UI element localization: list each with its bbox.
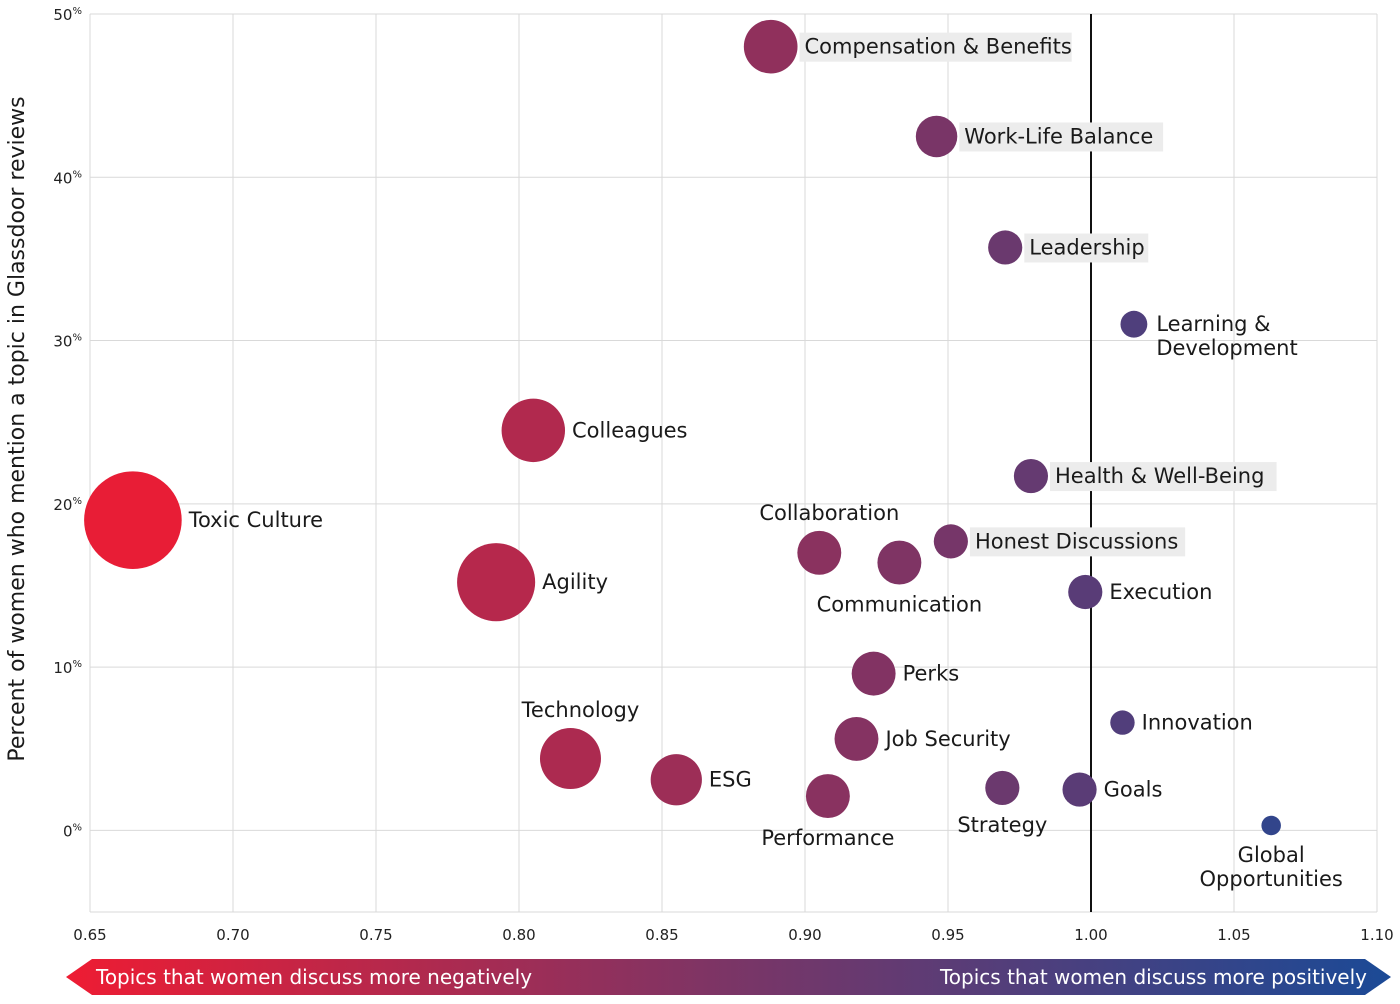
bubble-toxic-culture: [84, 471, 182, 569]
bubble-innovation: [1110, 710, 1134, 734]
bubble-performance: [806, 774, 850, 818]
bubble-label: Strategy: [957, 813, 1047, 837]
bubble-technology: [540, 728, 601, 789]
bubble-global-opportunities: [1261, 816, 1281, 836]
x-tick-label: 0.65: [73, 926, 106, 944]
bubble-label-text: Agility: [542, 570, 608, 594]
bubble-communication: [877, 541, 921, 585]
y-tick-label: 0%: [63, 822, 82, 840]
bubble-label-text: Technology: [521, 698, 640, 722]
bubble-label: Collaboration: [759, 501, 899, 525]
arrow-left-label: Topics that women discuss more negativel…: [95, 965, 532, 989]
bubble-health-well-being: [1014, 459, 1048, 493]
bubble-label: Honest Discussions: [970, 527, 1185, 556]
bubble-label-text: Innovation: [1142, 711, 1253, 735]
bubble-label: Health & Well-Being: [1050, 462, 1277, 491]
bubble-label: Perks: [903, 662, 960, 686]
bubble-label: Performance: [761, 826, 894, 850]
bubble-label-text: Compensation & Benefits: [805, 35, 1072, 59]
bubble-goals: [1062, 772, 1096, 806]
bubble-label-text: Global Opportunities: [1200, 843, 1343, 891]
bubble-label: Leadership: [1024, 233, 1148, 262]
bubble-execution: [1068, 575, 1102, 609]
bubble-collaboration: [797, 531, 841, 575]
bubble-label: Work-Life Balance: [959, 122, 1163, 151]
bubble-label-text: Work-Life Balance: [964, 124, 1153, 148]
x-tick-label: 0.80: [502, 926, 535, 944]
x-tick-label: 1.00: [1074, 926, 1107, 944]
x-tick-label: 0.70: [216, 926, 249, 944]
bubble-perks: [852, 652, 896, 696]
bubble-label: ESG: [709, 768, 752, 792]
y-tick-label: 30%: [53, 333, 82, 351]
bubble-label: Execution: [1109, 580, 1212, 604]
bubble-strategy: [985, 771, 1019, 805]
bubble-label: Colleagues: [572, 418, 687, 442]
bubble-label-text: Job Security: [883, 727, 1010, 751]
bubble-label-text: Goals: [1104, 778, 1163, 802]
x-tick-label: 0.75: [359, 926, 392, 944]
bubble-label-text: Strategy: [957, 813, 1047, 837]
bubble-label: Communication: [817, 593, 983, 617]
bubble-label-text: ESG: [709, 768, 752, 792]
y-tick-label: 20%: [53, 496, 82, 514]
direction-arrow: Topics that women discuss more negativel…: [66, 959, 1391, 995]
bubble-label-text: Perks: [903, 662, 960, 686]
bubble-label-text: Execution: [1109, 580, 1212, 604]
bubble-label-text: Performance: [761, 826, 894, 850]
bubble-label-text: Communication: [817, 593, 983, 617]
bubble-label: Job Security: [883, 727, 1010, 751]
bubble-label-text: Health & Well-Being: [1055, 464, 1264, 488]
bubble-labels: Compensation & Benefits Work-Life Balance…: [188, 33, 1343, 892]
bubble-label-text: Learning & Development: [1156, 312, 1297, 360]
bubble-label: Technology: [521, 698, 640, 722]
bubble-label: Innovation: [1142, 711, 1253, 735]
y-axis-label: Percent of women who mention a topic in …: [5, 96, 30, 761]
x-tick-label: 0.85: [645, 926, 678, 944]
y-tick-label: 10%: [53, 659, 82, 677]
arrow-right-label: Topics that women discuss more positivel…: [939, 965, 1367, 989]
bubble-compensation-benefits: [744, 20, 798, 74]
bubble-chart: 0.65 0.70 0.75 0.80 0.85 0.90 0.95 1.00 1.05 1.10…: [0, 0, 1400, 1004]
bubble-label-text: Honest Discussions: [975, 529, 1178, 553]
chart-canvas: 0.65 0.70 0.75 0.80 0.85 0.90 0.95 1.00 1.05 1.10…: [0, 0, 1400, 1004]
y-tick-label: 40%: [53, 169, 82, 187]
bubble-label-text: Collaboration: [759, 501, 899, 525]
bubble-label-text: Colleagues: [572, 418, 687, 442]
x-tick-label: 1.10: [1360, 926, 1393, 944]
bubble-label-text: Leadership: [1029, 235, 1144, 259]
bubble-label: Compensation & Benefits: [800, 33, 1072, 62]
bubble-label: Goals: [1104, 778, 1163, 802]
bubble-work-life-balance: [916, 116, 957, 157]
bubble-learning-development: [1120, 311, 1147, 338]
bubble-honest-discussions: [934, 524, 968, 558]
x-tick-label: 1.05: [1217, 926, 1250, 944]
bubble-agility: [457, 543, 535, 621]
x-tick-label: 0.95: [931, 926, 964, 944]
bubble-label: Learning & Development: [1156, 312, 1297, 360]
bubble-label: Global Opportunities: [1200, 843, 1343, 891]
bubble-colleagues: [502, 399, 565, 462]
bubble-leadership: [988, 230, 1022, 264]
x-tick-label: 0.90: [788, 926, 821, 944]
bubble-job-security: [835, 717, 879, 761]
y-tick-label: 50%: [53, 6, 82, 24]
bubble-label: Agility: [542, 570, 608, 594]
bubble-label-text: Toxic Culture: [188, 508, 323, 532]
bubble-label: Toxic Culture: [188, 508, 323, 532]
bubble-esg: [651, 754, 702, 805]
